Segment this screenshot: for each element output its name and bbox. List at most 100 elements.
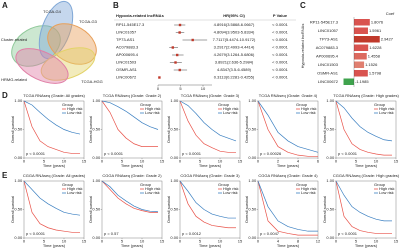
legend-title: Group (140, 102, 152, 107)
y-tick-label: 0.50 (248, 207, 257, 212)
p-value: < 0.0001 (272, 45, 288, 50)
survival-curve (101, 100, 158, 147)
x-tick-label: 15 (160, 159, 165, 164)
x-tick-label: 0 (23, 239, 26, 244)
p-value: p = 0.00026 (260, 151, 282, 156)
y-tick-label: 0.50 (326, 127, 335, 132)
legend-label: Low risk (145, 110, 160, 115)
legend-label: Low risk (301, 110, 316, 115)
y-tick-label: OSMR-AS1 (317, 70, 339, 75)
x-tick-label: 5 (121, 159, 124, 164)
hr-label: 3.2917(2.4993-4.4414) (214, 45, 255, 50)
x-axis-label: Time (years) (199, 243, 222, 248)
plot-title: CGGA RNAseq (Grade: Grade 3) (180, 173, 240, 178)
x-tick-label: 0 (101, 159, 104, 164)
legend-title: Group (62, 182, 74, 187)
plot-title: CGGA RNAseq (Grade: All grades) (23, 173, 86, 178)
x-tick-label: 5 (43, 239, 46, 244)
p-value: < 0.0001 (272, 30, 288, 35)
survival-curve (257, 100, 319, 153)
x-tick-label: 15 (238, 239, 243, 244)
p-value: p = 0.0012 (182, 231, 202, 236)
x-tick-label: 5 (199, 239, 202, 244)
survival-curve (23, 180, 81, 216)
venn-set-label: TCGA-G3 (79, 19, 98, 24)
p-value: p < 0.0001 (26, 151, 46, 156)
x-tick-label: 8 (297, 239, 300, 244)
y-tick-label: 1.00 (14, 98, 23, 103)
survival-curve (23, 100, 80, 154)
legend-label: Low risk (379, 190, 394, 195)
hr-point (176, 53, 179, 57)
x-tick-label: 15 (238, 159, 243, 164)
y-axis-label: Overall survival (322, 116, 327, 143)
plot-title: CGGA RNAseq (Grade: Grade 4) (258, 173, 318, 178)
x-tick-label: 0 (101, 239, 104, 244)
x-tick-label: 15 (82, 239, 87, 244)
survival-curve (335, 180, 392, 222)
column-header: HR(95% CI) (223, 13, 245, 18)
x-tick-label: 10 (140, 159, 145, 164)
hr-label: 4.8094(3.9503-5.8334) (214, 30, 255, 35)
p-value: < 0.0001 (272, 22, 288, 27)
x-tick-label: 10 (374, 239, 379, 244)
y-tick-label: AP000695.4 (316, 53, 339, 58)
y-tick-label: 1.00 (92, 98, 101, 103)
plot-title: TCGA RNAseq (Grade: Grade 2) (103, 93, 162, 98)
x-tick-label: 5 (355, 159, 358, 164)
p-value: p < 0.0001 (182, 151, 202, 156)
y-tick-label: 0.00 (170, 235, 179, 240)
row-label: LINC01503 (116, 60, 137, 65)
panel-label: D (2, 91, 8, 100)
venn-set-label: Cluster-related (1, 37, 27, 42)
y-axis-label: Overall survival (88, 196, 93, 223)
x-tick-label: 4 (277, 239, 280, 244)
plot-title: CGGA RNAseq (Grade: High grades) (333, 173, 400, 178)
legend-title: Coef (386, 11, 395, 16)
bar (354, 53, 367, 60)
y-axis-label: Overall survival (166, 196, 171, 223)
x-tick-label: 4 (297, 159, 300, 164)
x-tick-label: 10 (218, 239, 223, 244)
y-tick-label: LINC00672 (318, 79, 339, 84)
y-tick-label: 1.00 (92, 178, 101, 183)
hr-label: 4.2679(3.1264-5.6806) (214, 52, 255, 57)
y-tick-label: 0.50 (92, 207, 101, 212)
p-value: p = 0.0047 (260, 231, 280, 236)
survival-curve (335, 100, 393, 142)
y-tick-label: 0.00 (92, 235, 101, 240)
y-axis-label: Hypoxia-related lncRNAs (300, 24, 305, 69)
x-tick-label: 6 (317, 159, 320, 164)
hr-label: 4.8916(3.5868-6.0667) (214, 22, 255, 27)
x-axis-label: Time (years) (121, 243, 144, 248)
x-tick-label: 10 (62, 239, 67, 244)
legend-title: Group (296, 102, 308, 107)
x-tick-label: 2 (277, 159, 280, 164)
y-axis-label: Overall survival (244, 196, 249, 223)
survival-curve (179, 180, 236, 229)
legend-label: Low risk (379, 110, 394, 115)
plot-title: TCGA RNAseq (Grade: Grade 4) (259, 93, 318, 98)
y-tick-label: 0.00 (92, 155, 101, 160)
x-tick-label: 0 (257, 159, 260, 164)
survival-curve (101, 180, 158, 213)
x-tick-label: 15 (82, 159, 87, 164)
x-tick-label: 0 (179, 239, 182, 244)
row-label: OSMR-AS1 (116, 67, 138, 72)
value-label: 1.5798 (369, 70, 382, 75)
plot-title: CGGA RNAseq (Grade: Grade 2) (102, 173, 162, 178)
legend-label: Low risk (301, 190, 316, 195)
row-label: AC079883.3 (116, 45, 139, 50)
x-tick-label: 15 (394, 239, 399, 244)
survival-curve (257, 100, 318, 157)
y-axis-label: Overall survival (10, 116, 15, 143)
bar (354, 27, 368, 34)
venn-set-label: TCGA-G4 (43, 9, 62, 14)
y-tick-label: LINC01057 (318, 28, 339, 33)
row-label: AP000695.4 (116, 52, 139, 57)
y-tick-label: AC079883.3 (316, 45, 339, 50)
y-tick-label: 0.50 (92, 127, 101, 132)
legend-title: Group (218, 102, 230, 107)
x-tick-label: 0 (257, 239, 260, 244)
